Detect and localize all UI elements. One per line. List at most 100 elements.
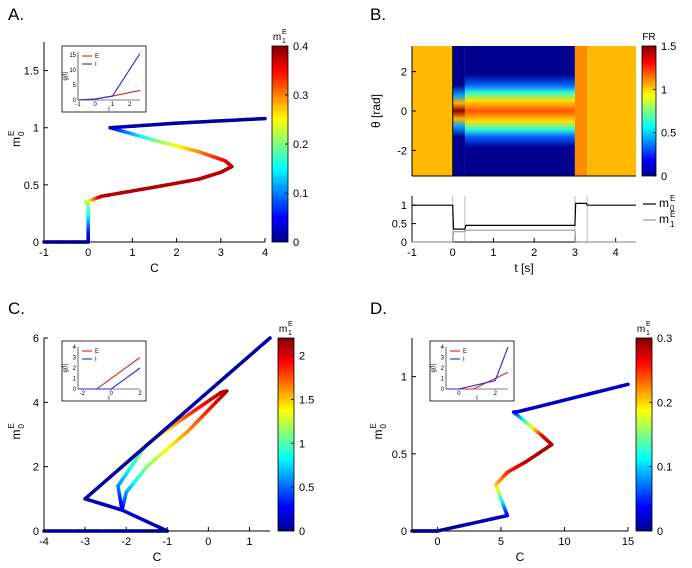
panel-a-colorbar-title-sup: E xyxy=(282,29,287,36)
panel-a-inset-y-tick-label: 10 xyxy=(69,68,76,74)
panel-label-c: C. xyxy=(8,299,25,318)
panel-d-inset-y-tick-label: 0 xyxy=(441,387,445,393)
panel-b-colorbar-tick-label: 1 xyxy=(661,84,667,96)
panel-d-inset-x-tick-label: 2 xyxy=(494,391,498,397)
panel-c-x-tick-label: -3 xyxy=(80,536,90,548)
panel-d-x-tick-label: 5 xyxy=(498,536,504,548)
panel-a-colorbar-tick-label: 0.1 xyxy=(293,188,308,200)
panel-b-heatmap-y-tick-label: -2 xyxy=(397,145,407,157)
panel-c-inset-legend-label-E: E xyxy=(95,349,99,355)
panel-c-inset-y-label: g(I) xyxy=(63,363,69,372)
panel-a-y-tick-label: 1.5 xyxy=(24,66,39,78)
panel-c-inset-x-tick-label: 0 xyxy=(109,391,113,397)
panel-a-inset-legend-label-E: E xyxy=(95,54,99,60)
panel-b-trace-x-tick-label: -1 xyxy=(407,247,417,259)
panel-label-a: A. xyxy=(8,5,24,24)
panel-b-colorbar-tick-label: 0 xyxy=(661,171,667,183)
panel-a-inset-x-tick-label: 2 xyxy=(128,102,132,108)
panel-a-colorbar-tick-label: 0.2 xyxy=(293,139,308,151)
panel-c-curve-segment xyxy=(175,405,193,421)
panel-c-colorbar-tick-label: 1.5 xyxy=(299,394,314,406)
panel-a-y-label: mE 0 xyxy=(7,131,26,147)
panel-a-inset-x-tick-label: 0 xyxy=(94,102,98,108)
panel-c-y-tick-label: 2 xyxy=(33,462,39,474)
panel-a-inset-x-tick-label: 1 xyxy=(111,102,115,108)
panel-d-inset-legend-label-I: I xyxy=(463,357,465,363)
panel-c-inset-x-tick-label: 2 xyxy=(138,391,142,397)
panel-c-inset-y-tick-label: 2 xyxy=(73,366,77,372)
panel-b-heatmap-block-post xyxy=(587,46,636,176)
panel-b-legend-label-1-sup: E xyxy=(670,210,675,219)
panel-b-heatmap-block-pre xyxy=(412,46,453,176)
panel-c-y-label: mE 0 xyxy=(7,423,26,439)
panel-b-trace-x-tick-label: 0 xyxy=(450,247,456,259)
panel-a-inset-y-tick-label: 0 xyxy=(73,98,77,104)
panel-b-colorbar-tick-label: 1.5 xyxy=(661,41,676,53)
panel-b-trace-series-0 xyxy=(412,202,636,230)
panel-label-b: B. xyxy=(370,5,386,24)
panel-d-colorbar-title-base: m xyxy=(637,324,645,335)
panel-c-y-tick-label: 0 xyxy=(33,526,39,538)
panel-c-curve-segment xyxy=(241,347,259,363)
panel-c-x-tick-label: -1 xyxy=(162,536,172,548)
panel-c-curve-segment xyxy=(189,393,206,409)
panel-a-x-tick-label: 4 xyxy=(262,247,268,259)
panel-b-trace-y-tick-label: 0 xyxy=(401,237,407,249)
panel-d-y-tick-label: 1 xyxy=(401,372,407,384)
panel-c-curve-segment xyxy=(83,485,101,501)
panel-d-colorbar-tick-label: 0.2 xyxy=(657,397,672,409)
panel-d-inset-y-tick-label: 3 xyxy=(441,356,445,362)
panel-c-inset-y-tick-label: 0 xyxy=(73,387,77,393)
panel-d-inset-y-tick-label: 2 xyxy=(441,366,445,372)
panel-b-trace-y-tick-label: 1 xyxy=(401,200,407,212)
panel-c-curve-segment xyxy=(122,451,140,467)
panel-b-colorbar-tick-label: 0.5 xyxy=(661,128,676,140)
panel-c-colorbar-tick-label: 2 xyxy=(299,351,305,363)
panel-a-y-label-base: m xyxy=(9,137,23,147)
panel-c-y-tick-label: 4 xyxy=(33,397,39,409)
panel-c-curve-segment xyxy=(202,382,219,398)
panel-a-x-label: C xyxy=(150,261,159,275)
panel-d-y-label-sup: E xyxy=(369,423,378,428)
panel-b-trace-x-tick-label: 3 xyxy=(572,247,578,259)
panel-a-x-tick-label: -1 xyxy=(39,247,49,259)
panel-a-inset-x-tick-label: -1 xyxy=(75,102,81,108)
panel-c-colorbar xyxy=(277,337,295,532)
panel-d-y-label-base: m xyxy=(371,430,385,440)
panel-a-x-tick-label: 3 xyxy=(218,247,224,259)
panel-a-colorbar-tick-label: 0.4 xyxy=(293,41,308,53)
panel-c-inset-y-tick-label: 3 xyxy=(73,356,77,362)
panel-d-x-tick-label: 15 xyxy=(622,536,634,548)
panel-c-inset-y-tick-label: 1 xyxy=(73,377,77,383)
panel-c-curve-segment xyxy=(162,416,180,432)
panel-a-colorbar-tick-label: 0 xyxy=(293,237,299,249)
panel-d-colorbar-tick-label: 0.3 xyxy=(657,333,672,345)
panel-b-trace-x-tick-label: 1 xyxy=(490,247,496,259)
panel-c-colorbar-tick-label: 1 xyxy=(299,438,305,450)
panel-c-x-tick-label: -4 xyxy=(39,536,49,548)
panel-d-y-tick-label: 0 xyxy=(401,526,407,538)
panel-d-y-label-sub: 0 xyxy=(379,424,388,429)
panel-a-inset-legend-label-I: I xyxy=(95,62,97,68)
panel-c-y-label-sub: 0 xyxy=(17,424,26,429)
panel-d-x-tick-label: 10 xyxy=(558,536,570,548)
panel-a-colorbar-title-base: m xyxy=(273,32,281,43)
panel-b-heatmap-y-tick-label: 2 xyxy=(401,67,407,79)
panel-c-colorbar-title-base: m xyxy=(279,324,287,335)
panel-b-trace-x-tick-label: 2 xyxy=(531,247,537,259)
panel-b-heatmap-y-tick-label: 0 xyxy=(401,106,407,118)
panel-a-x-tick-label: 1 xyxy=(129,247,135,259)
panel-b-legend-label-1-sub: 1 xyxy=(670,220,675,229)
panel-a-inset-series-I xyxy=(77,53,141,101)
panel-c-curve-segment xyxy=(149,428,167,444)
panel-c-curve-segment xyxy=(96,474,114,490)
panel-d-colorbar-tick-label: 0 xyxy=(657,526,663,538)
panel-d-curve-segment xyxy=(618,382,630,389)
panel-a-y-tick-label: 1 xyxy=(33,123,39,135)
